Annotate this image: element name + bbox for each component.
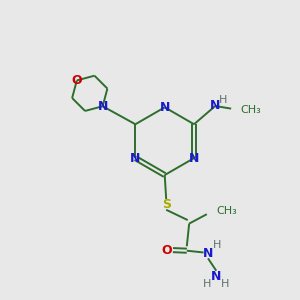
Text: N: N xyxy=(211,269,221,283)
Text: O: O xyxy=(162,244,172,256)
Text: N: N xyxy=(203,247,213,260)
Text: N: N xyxy=(160,101,170,114)
Text: CH₃: CH₃ xyxy=(240,104,261,115)
Text: H: H xyxy=(213,240,221,250)
Text: S: S xyxy=(162,198,171,211)
Text: CH₃: CH₃ xyxy=(216,206,237,216)
Text: N: N xyxy=(130,152,141,165)
Text: H: H xyxy=(221,279,229,289)
Text: H: H xyxy=(203,279,212,289)
Text: H: H xyxy=(219,94,227,104)
Text: N: N xyxy=(189,152,199,165)
Text: O: O xyxy=(71,74,82,87)
Text: N: N xyxy=(210,100,220,112)
Text: N: N xyxy=(98,100,108,113)
